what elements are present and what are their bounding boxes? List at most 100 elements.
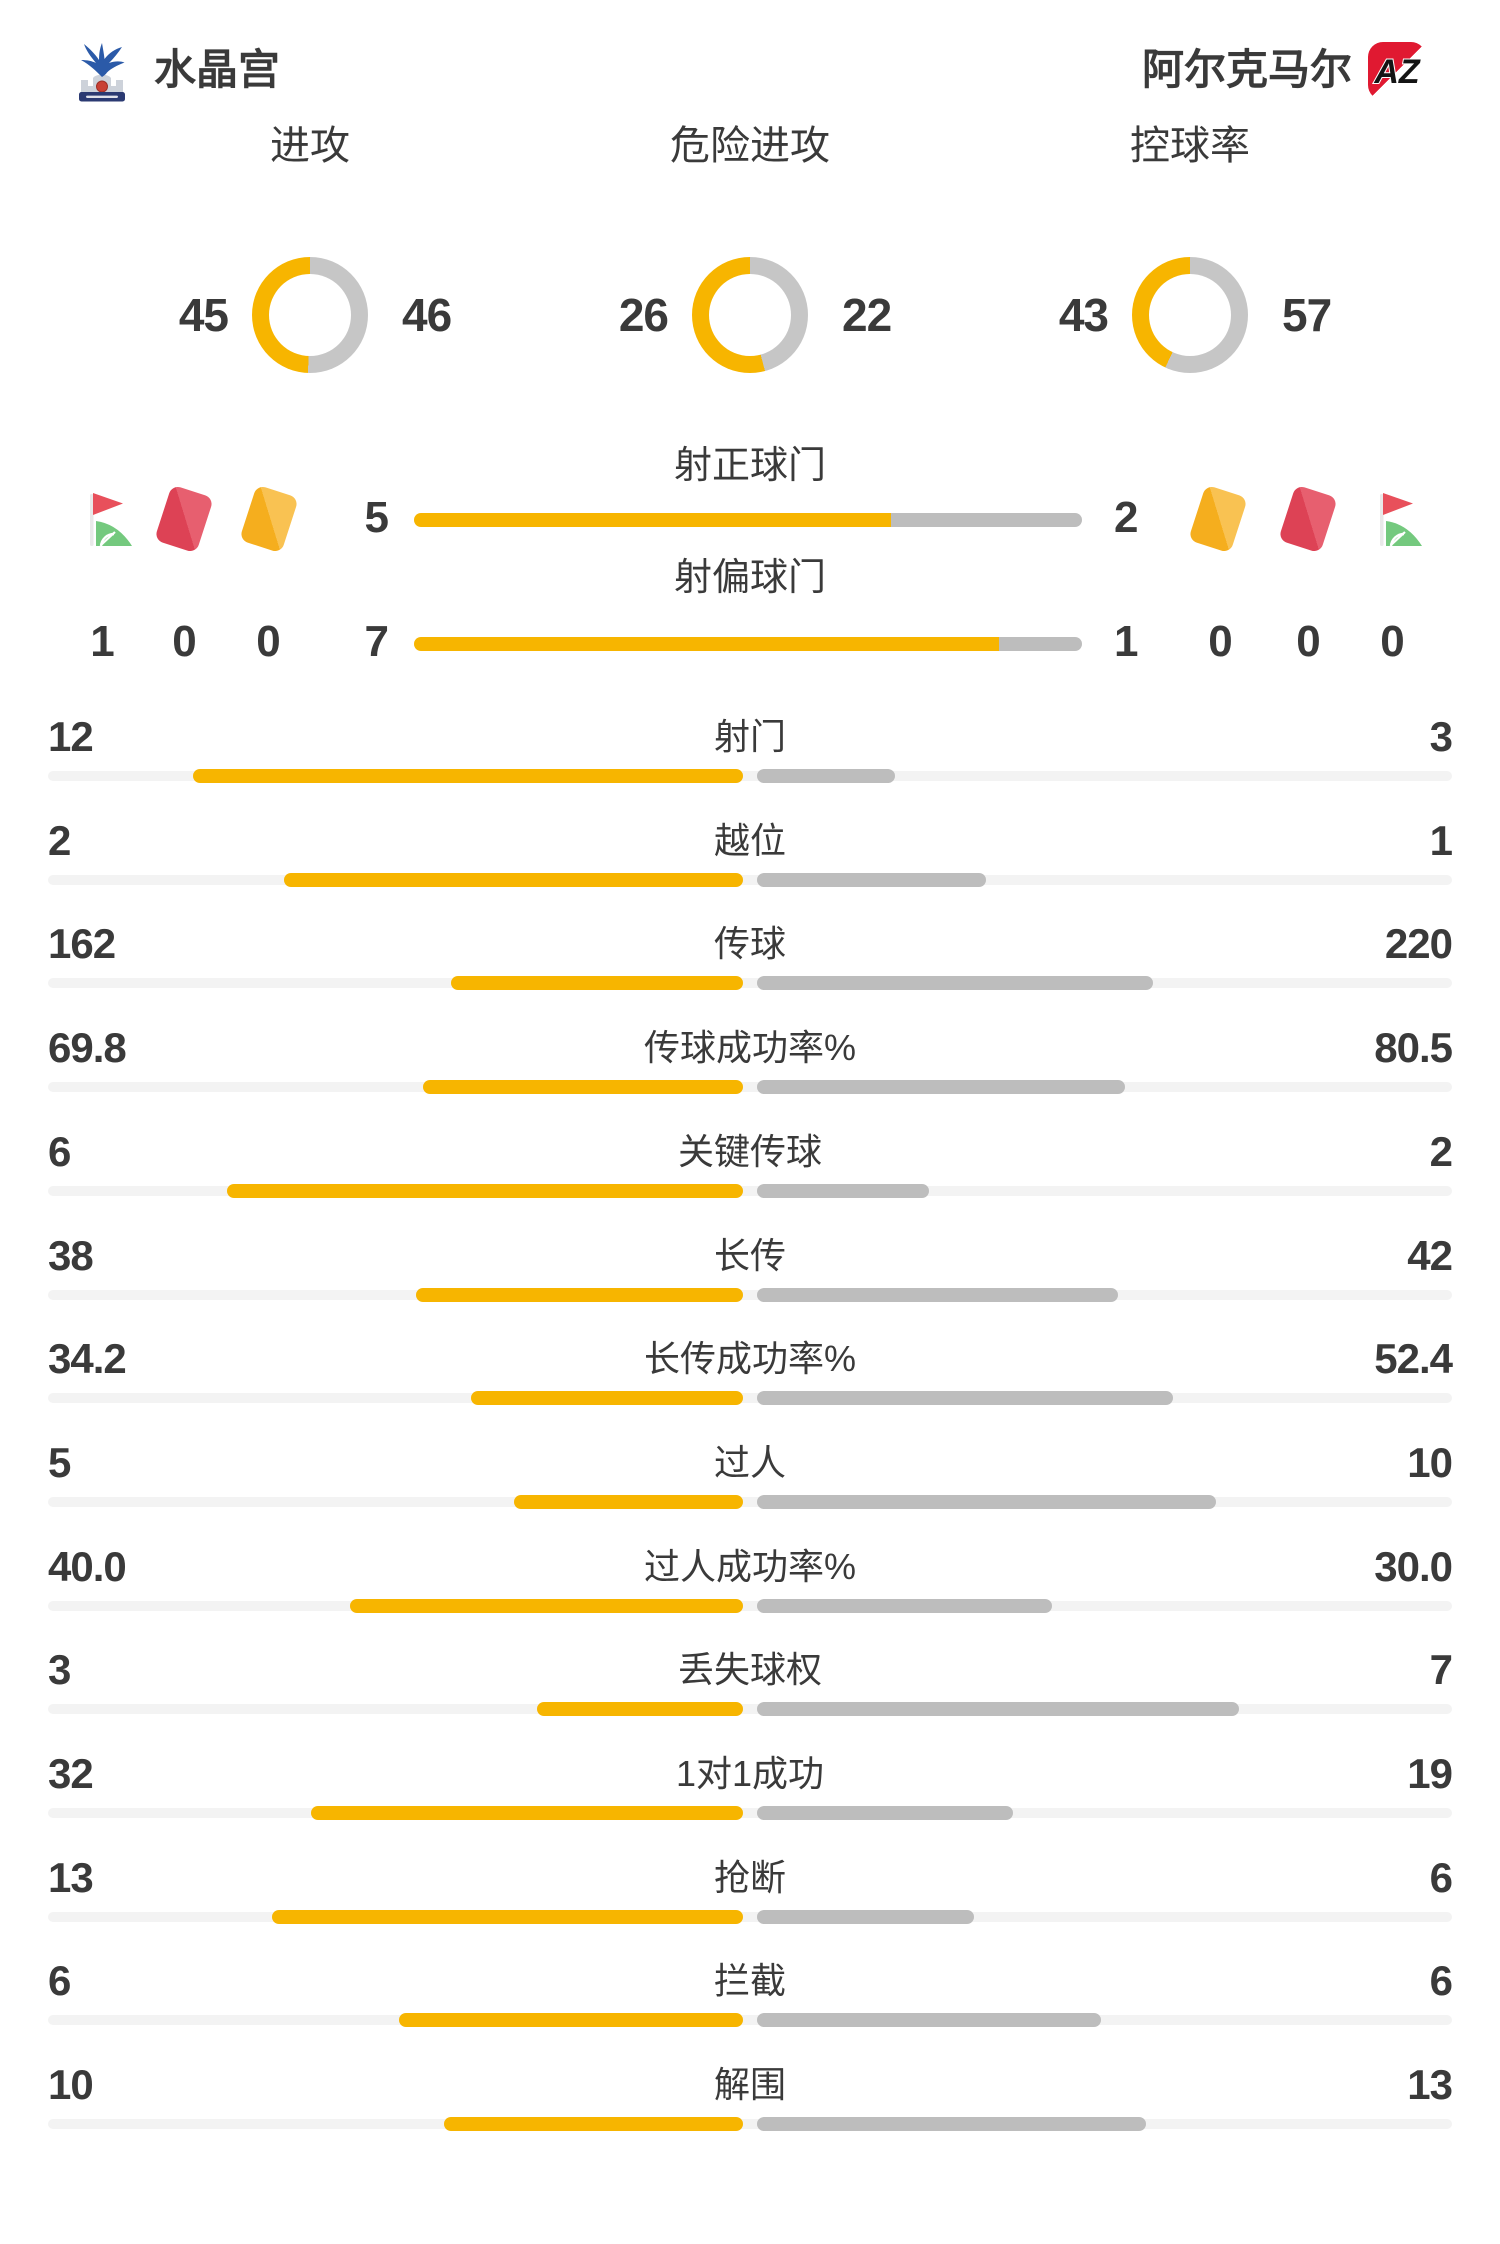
stat-label: 抢断 bbox=[713, 1856, 786, 1898]
stat-label: 长传成功率% bbox=[643, 1338, 856, 1380]
stat-bar-track bbox=[48, 1289, 1452, 1300]
shots-off-target-bar bbox=[414, 637, 1082, 651]
stat-bar-home bbox=[513, 1494, 743, 1509]
stat-bar-home bbox=[471, 1391, 743, 1406]
crystal-palace-badge bbox=[79, 43, 125, 102]
stat-home-value: 34.2 bbox=[48, 1335, 127, 1383]
stat-away-value: 30.0 bbox=[1374, 1542, 1453, 1590]
donut-label: 危险进攻 bbox=[670, 124, 830, 168]
stat-label: 越位 bbox=[713, 819, 786, 861]
stat-bar-away bbox=[757, 2013, 1101, 2028]
donut-section: 进攻 45 46 危险进攻 26 22 控球率 43 57 bbox=[0, 110, 1500, 410]
away-corners-count: 0 bbox=[1380, 617, 1404, 666]
shots-on-target-away-value: 2 bbox=[1114, 493, 1138, 542]
stat-bar-home bbox=[192, 769, 743, 783]
shots-on-target-label: 射正球门 bbox=[673, 445, 826, 487]
donut-group: 危险进攻 26 22 bbox=[510, 110, 990, 410]
stat-bar-home bbox=[443, 2117, 743, 2132]
svg-text:AZ: AZ bbox=[1373, 53, 1421, 91]
donut-away-value: 22 bbox=[842, 289, 892, 341]
donut-away-value: 46 bbox=[402, 289, 452, 341]
shots-off-target-home-value: 7 bbox=[364, 617, 389, 666]
stat-home-value: 6 bbox=[48, 1127, 71, 1175]
stat-away-value: 7 bbox=[1429, 1646, 1453, 1694]
shots-on-target-bar bbox=[414, 513, 1082, 527]
stat-bar-home bbox=[272, 1909, 743, 1924]
stat-home-value: 12 bbox=[48, 713, 94, 760]
stat-away-value: 13 bbox=[1407, 2061, 1453, 2109]
shots-off-target-bar-away bbox=[998, 637, 1082, 651]
stat-home-value: 6 bbox=[48, 1957, 71, 2005]
stat-away-value: 6 bbox=[1429, 1957, 1453, 2005]
stat-label: 长传 bbox=[713, 1234, 786, 1276]
stat-bar-away bbox=[757, 1598, 1052, 1613]
donut-group: 进攻 45 46 bbox=[70, 110, 550, 410]
stat-bar-track bbox=[48, 1600, 1452, 1611]
stat-label: 射门 bbox=[713, 716, 786, 757]
shots-off-target-bar-home bbox=[414, 637, 999, 651]
away-yellow-cards-count: 0 bbox=[1208, 617, 1232, 666]
stat-home-value: 10 bbox=[48, 2061, 94, 2109]
stat-bar-away bbox=[757, 1391, 1174, 1406]
stat-away-value: 10 bbox=[1407, 1438, 1453, 1486]
stat-away-value: 6 bbox=[1429, 1853, 1453, 1901]
stat-home-value: 162 bbox=[48, 920, 116, 968]
away-corner-flag-icon bbox=[1380, 493, 1422, 547]
stat-bar-track bbox=[48, 1185, 1452, 1196]
stat-bar-track bbox=[48, 978, 1452, 989]
stat-away-value: 80.5 bbox=[1374, 1024, 1453, 1072]
donut-chart bbox=[1132, 257, 1248, 373]
stat-bar-track bbox=[48, 1808, 1452, 1818]
shots-off-target-label: 射偏球门 bbox=[673, 557, 826, 599]
stat-bar-away bbox=[757, 976, 1154, 991]
stat-bar-away bbox=[757, 1080, 1126, 1095]
stat-home-value: 5 bbox=[48, 1438, 71, 1486]
stat-bar-away bbox=[757, 1806, 1014, 1820]
header: 水晶宫 阿尔克马尔 AZ bbox=[0, 0, 1500, 120]
stat-label: 传球成功率% bbox=[643, 1027, 856, 1069]
shots-off-target-away-value: 1 bbox=[1114, 617, 1138, 666]
stat-bar-home bbox=[311, 1806, 743, 1820]
stat-bar-home bbox=[451, 976, 743, 991]
stat-bar-track bbox=[48, 2015, 1452, 2026]
stat-bar-track bbox=[48, 1911, 1452, 1922]
stat-home-value: 32 bbox=[48, 1750, 94, 1797]
stat-home-value: 3 bbox=[48, 1646, 71, 1694]
stat-label: 解围 bbox=[713, 2064, 786, 2106]
stat-away-value: 2 bbox=[1429, 1127, 1453, 1175]
stat-bar-home bbox=[536, 1702, 743, 1717]
stat-bar-home bbox=[284, 872, 743, 887]
stat-bar-home bbox=[399, 2013, 743, 2028]
stat-bar-track bbox=[48, 1704, 1452, 1715]
stat-bar-track bbox=[48, 1082, 1452, 1093]
stat-bar-track bbox=[48, 2119, 1452, 2130]
stat-away-value: 3 bbox=[1429, 713, 1453, 760]
stat-label: 丢失球权 bbox=[677, 1649, 822, 1691]
shots-on-target-bar-home bbox=[414, 513, 892, 527]
away-red-card-icon bbox=[1278, 484, 1338, 554]
stat-bar-away bbox=[757, 1909, 975, 1924]
stat-away-value: 220 bbox=[1384, 920, 1453, 968]
stat-bar-away bbox=[757, 1702, 1239, 1717]
shots-on-target-bar-away bbox=[891, 513, 1082, 527]
corner-flag-icon bbox=[90, 493, 132, 547]
home-team-name: 水晶宫 bbox=[154, 46, 281, 93]
az-alkmaar-badge: AZ bbox=[1368, 42, 1426, 100]
stat-home-value: 69.8 bbox=[48, 1024, 127, 1072]
stat-away-value: 19 bbox=[1407, 1750, 1453, 1797]
stat-label: 1对1成功 bbox=[675, 1753, 825, 1794]
stat-bar-track bbox=[48, 1496, 1452, 1507]
donut-home-value: 45 bbox=[178, 289, 229, 341]
away-team-name: 阿尔克马尔 bbox=[1141, 46, 1352, 93]
stat-home-value: 2 bbox=[48, 816, 71, 864]
stat-bar-home bbox=[227, 1183, 743, 1198]
away-red-cards-count: 0 bbox=[1296, 617, 1320, 666]
donut-label: 控球率 bbox=[1130, 124, 1250, 168]
donut-label: 进攻 bbox=[270, 124, 350, 168]
donut-chart bbox=[692, 257, 808, 373]
stat-bar-home bbox=[423, 1080, 743, 1095]
stat-bar-away bbox=[757, 769, 895, 783]
stat-label: 关键传球 bbox=[677, 1130, 822, 1172]
stat-bar-away bbox=[757, 2117, 1146, 2132]
shots-section: 射正球门 5 2 射偏球门 1 0 0 7 bbox=[0, 430, 1500, 690]
